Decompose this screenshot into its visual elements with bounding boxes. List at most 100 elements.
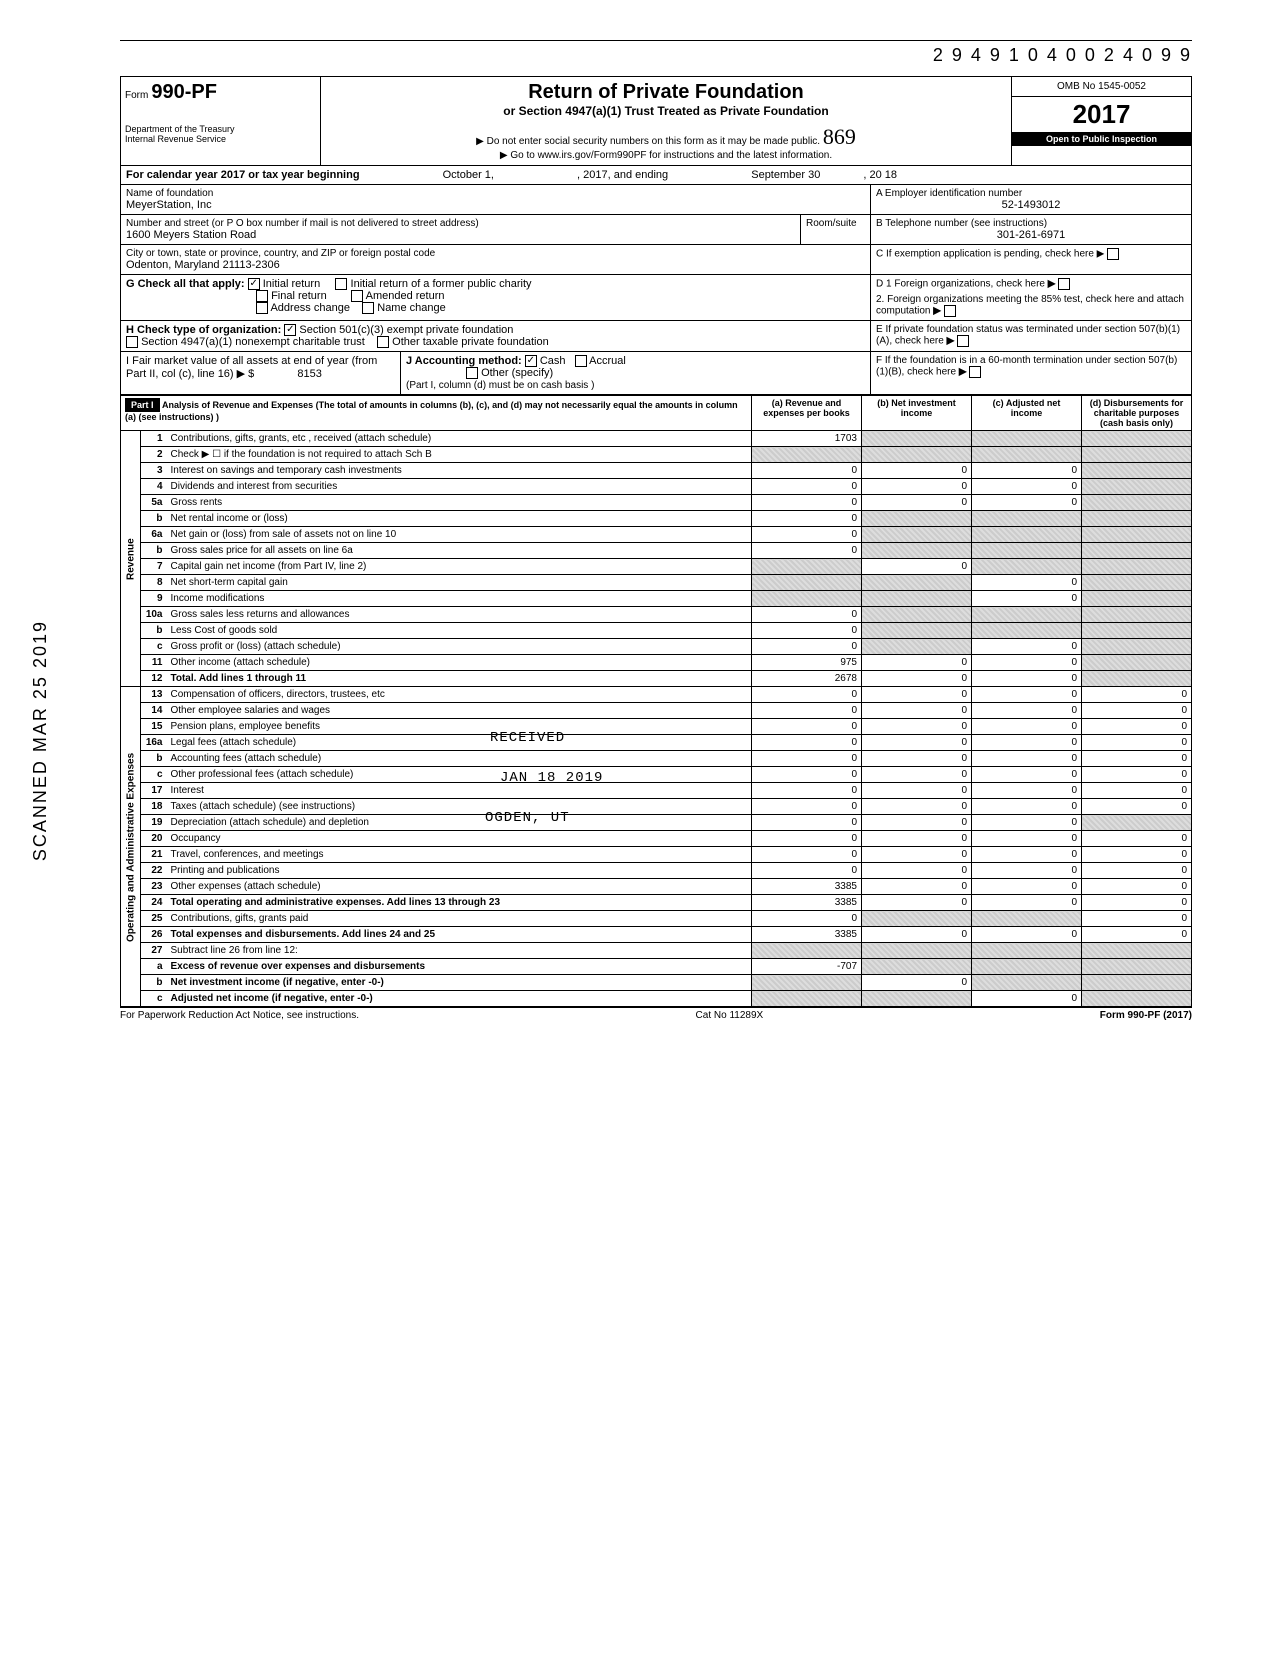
- table-row: 5aGross rents000: [121, 495, 1192, 511]
- g-final: Final return: [271, 290, 327, 302]
- checkbox-cash[interactable]: ✓: [525, 355, 537, 367]
- cell-a: 0: [752, 463, 862, 479]
- table-row: 19Depreciation (attach schedule) and dep…: [121, 815, 1192, 831]
- cell-a: 0: [752, 703, 862, 719]
- cell-c: 0: [972, 591, 1082, 607]
- cell-c: [972, 623, 1082, 639]
- cell-a: [752, 447, 862, 463]
- cell-d: [1082, 959, 1192, 975]
- cell-b: [862, 511, 972, 527]
- cell-b: [862, 607, 972, 623]
- table-row: 10aGross sales less returns and allowanc…: [121, 607, 1192, 623]
- cell-c: [972, 559, 1082, 575]
- checkbox-initial-return[interactable]: ✓: [248, 278, 260, 290]
- cell-a: 0: [752, 623, 862, 639]
- g-label: G Check all that apply:: [126, 278, 245, 290]
- table-row: 9Income modifications0: [121, 591, 1192, 607]
- cell-c: 0: [972, 463, 1082, 479]
- checkbox-initial-former[interactable]: [335, 278, 347, 290]
- cell-c: 0: [972, 671, 1082, 687]
- table-row: 23Other expenses (attach schedule)338500…: [121, 879, 1192, 895]
- cell-a: [752, 559, 862, 575]
- line-description: Travel, conferences, and meetings: [167, 847, 752, 863]
- line-number: 5a: [141, 495, 167, 511]
- cell-d: 0: [1082, 799, 1192, 815]
- checkbox-h3[interactable]: [377, 336, 389, 348]
- table-row: 21Travel, conferences, and meetings0000: [121, 847, 1192, 863]
- line-description: Net short-term capital gain: [167, 575, 752, 591]
- cell-c: 0: [972, 815, 1082, 831]
- cell-b: 0: [862, 751, 972, 767]
- cell-c: [972, 431, 1082, 447]
- cell-d: [1082, 607, 1192, 623]
- cell-a: 0: [752, 783, 862, 799]
- form-prefix: Form: [125, 90, 148, 101]
- line-number: c: [141, 767, 167, 783]
- d2-label: 2. Foreign organizations meeting the 85%…: [876, 294, 1186, 317]
- table-row: cOther professional fees (attach schedul…: [121, 767, 1192, 783]
- date-stamp: JAN 18 2019: [500, 770, 603, 786]
- cell-c: [972, 959, 1082, 975]
- cell-b: 0: [862, 863, 972, 879]
- line-description: Dividends and interest from securities: [167, 479, 752, 495]
- cell-c: [972, 543, 1082, 559]
- cell-a: 0: [752, 511, 862, 527]
- cell-a: 0: [752, 863, 862, 879]
- cell-d: 0: [1082, 927, 1192, 943]
- cell-b: [862, 991, 972, 1007]
- cell-d: 0: [1082, 879, 1192, 895]
- cell-b: [862, 543, 972, 559]
- cell-c: 0: [972, 687, 1082, 703]
- cell-a: 2678: [752, 671, 862, 687]
- cell-a: 1703: [752, 431, 862, 447]
- line-description: Income modifications: [167, 591, 752, 607]
- checkbox-name-change[interactable]: [362, 302, 374, 314]
- cell-d: 0: [1082, 767, 1192, 783]
- checkbox-e[interactable]: [957, 335, 969, 347]
- g-addr-change: Address change: [270, 302, 350, 314]
- cell-d: [1082, 991, 1192, 1007]
- checkbox-accrual[interactable]: [575, 355, 587, 367]
- cell-b: 0: [862, 671, 972, 687]
- checkbox-other[interactable]: [466, 367, 478, 379]
- checkbox-final[interactable]: [256, 290, 268, 302]
- table-row: 14Other employee salaries and wages0000: [121, 703, 1192, 719]
- j-cash: Cash: [540, 355, 566, 367]
- line-description: Pension plans, employee benefits: [167, 719, 752, 735]
- cell-b: [862, 575, 972, 591]
- revenue-section-label: Revenue: [121, 431, 141, 687]
- line-number: 3: [141, 463, 167, 479]
- line-number: b: [141, 975, 167, 991]
- line-description: Contributions, gifts, grants paid: [167, 911, 752, 927]
- checkbox-amended[interactable]: [351, 290, 363, 302]
- table-row: 3Interest on savings and temporary cash …: [121, 463, 1192, 479]
- line-number: 1: [141, 431, 167, 447]
- table-row: bAccounting fees (attach schedule)0000: [121, 751, 1192, 767]
- line-number: 23: [141, 879, 167, 895]
- cell-d: 0: [1082, 687, 1192, 703]
- cell-b: 0: [862, 719, 972, 735]
- checkbox-d1[interactable]: [1058, 278, 1070, 290]
- cell-a: 0: [752, 815, 862, 831]
- cell-c: 0: [972, 719, 1082, 735]
- box-e: E If private foundation status was termi…: [876, 324, 1186, 347]
- line-description: Legal fees (attach schedule): [167, 735, 752, 751]
- checkbox-h1[interactable]: ✓: [284, 324, 296, 336]
- d1-label: D 1 Foreign organizations, check here ▶: [876, 278, 1186, 290]
- cell-a: 0: [752, 799, 862, 815]
- cell-b: 0: [862, 559, 972, 575]
- cell-c: 0: [972, 735, 1082, 751]
- period-end-year: , 20 18: [863, 169, 897, 181]
- checkbox-d2[interactable]: [944, 305, 956, 317]
- checkbox-f[interactable]: [969, 366, 981, 378]
- checkbox-c[interactable]: [1107, 248, 1119, 260]
- line-number: 16a: [141, 735, 167, 751]
- cell-b: 0: [862, 847, 972, 863]
- table-row: Revenue1Contributions, gifts, grants, et…: [121, 431, 1192, 447]
- cell-c: 0: [972, 879, 1082, 895]
- line-number: 27: [141, 943, 167, 959]
- cell-c: 0: [972, 991, 1082, 1007]
- checkbox-h2[interactable]: [126, 336, 138, 348]
- table-row: 22Printing and publications0000: [121, 863, 1192, 879]
- checkbox-address-change[interactable]: [256, 302, 268, 314]
